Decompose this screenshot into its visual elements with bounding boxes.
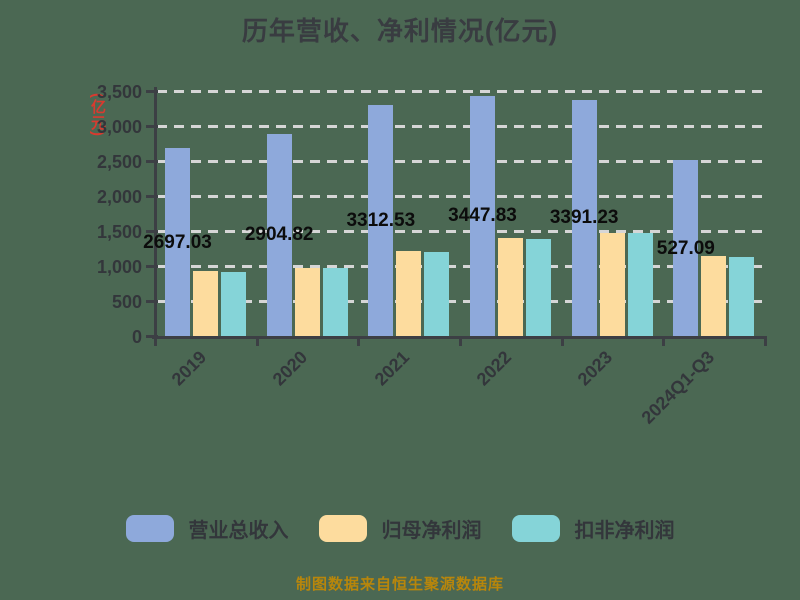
bar-deducted-profit <box>627 233 653 337</box>
y-axis-tick <box>146 300 158 303</box>
bar-revenue <box>368 105 394 337</box>
x-axis-tick <box>154 338 157 346</box>
bar-deducted-profit <box>729 256 755 337</box>
bar-value-label: 3312.53 <box>346 210 416 232</box>
x-axis-tick <box>357 338 361 346</box>
y-axis-tick <box>146 90 158 93</box>
legend-item-deducted-profit: 扣非净利润 <box>511 514 675 543</box>
y-tick-label: 0 <box>131 327 142 347</box>
bar-value-label: 3391.23 <box>549 207 619 229</box>
gridline <box>157 230 765 233</box>
bar-deducted-profit <box>424 251 450 337</box>
gridline <box>157 265 765 268</box>
data-source-note: 制图数据来自恒生聚源数据库 <box>295 576 504 593</box>
y-axis-tick <box>146 195 158 198</box>
y-axis-tick <box>146 125 158 128</box>
y-axis-tick <box>146 335 158 338</box>
bar-value-label: 3447.83 <box>448 205 517 227</box>
bar-revenue <box>571 99 597 337</box>
x-axis-tick <box>662 338 666 346</box>
y-axis-tick <box>146 230 158 233</box>
bar-value-label: 527.09 <box>656 237 715 259</box>
bar-deducted-profit <box>221 271 246 337</box>
bar-net-profit <box>498 238 523 337</box>
legend-swatch-deducted-profit <box>511 515 560 542</box>
y-tick-label: 500 <box>111 292 142 312</box>
bar-net-profit <box>599 232 625 337</box>
x-tick-label: 2024Q1-Q3 <box>637 347 719 428</box>
bar-revenue <box>165 148 190 337</box>
bar-deducted-profit <box>526 239 551 337</box>
gridline <box>157 300 765 303</box>
legend-swatch-net-profit <box>318 515 367 542</box>
y-axis-line <box>154 87 157 338</box>
legend-label-deducted-profit: 扣非净利润 <box>574 520 675 542</box>
y-tick-label: 1,500 <box>96 222 142 242</box>
bar-value-label: 2697.03 <box>143 231 212 253</box>
legend: 营业总收入 归母净利润 扣非净利润 <box>0 514 800 543</box>
gridline <box>157 125 765 128</box>
x-tick-label: 2020 <box>269 347 312 390</box>
x-tick-label: 2023 <box>574 347 617 390</box>
bar-net-profit <box>396 251 422 337</box>
legend-item-revenue: 营业总收入 <box>125 514 289 543</box>
x-tick-label: 2021 <box>370 347 414 390</box>
legend-swatch-revenue <box>125 515 174 542</box>
x-axis-tick <box>764 338 767 346</box>
x-axis-tick <box>459 338 462 346</box>
legend-label-net-profit: 归母净利润 <box>381 520 482 542</box>
gridline <box>157 195 765 198</box>
y-tick-label: 1,000 <box>96 257 142 277</box>
y-axis-unit-label: (亿元) <box>89 93 106 137</box>
x-axis-tick <box>255 338 259 346</box>
y-tick-label: 3,000 <box>96 117 142 137</box>
legend-label-revenue: 营业总收入 <box>188 520 289 542</box>
y-tick-label: 3,500 <box>96 82 142 102</box>
y-tick-label: 2,500 <box>96 152 142 172</box>
bar-net-profit <box>193 270 218 337</box>
x-axis-line <box>152 336 767 339</box>
gridline <box>157 90 765 93</box>
legend-item-net-profit: 归母净利润 <box>318 514 482 543</box>
x-axis-tick <box>560 338 564 346</box>
bar-net-profit <box>701 256 727 337</box>
bar-revenue <box>673 160 699 337</box>
gridline <box>157 160 765 163</box>
x-tick-label: 2019 <box>167 347 210 390</box>
bar-value-label: 2904.82 <box>244 224 314 246</box>
plot-area: 2697.03 2904.82 3312.53 3447.83 3391.23 527.0… <box>143 87 767 346</box>
y-tick-label: 2,000 <box>96 187 142 207</box>
chart-title: 历年营收、净利情况(亿元) <box>241 16 559 46</box>
bar-revenue <box>266 133 292 337</box>
bar-revenue <box>470 95 495 337</box>
y-axis-tick <box>146 265 158 268</box>
x-tick-label: 2022 <box>472 347 515 390</box>
bar-net-profit <box>294 267 320 337</box>
y-axis-tick <box>146 160 158 163</box>
bar-deducted-profit <box>322 268 348 337</box>
